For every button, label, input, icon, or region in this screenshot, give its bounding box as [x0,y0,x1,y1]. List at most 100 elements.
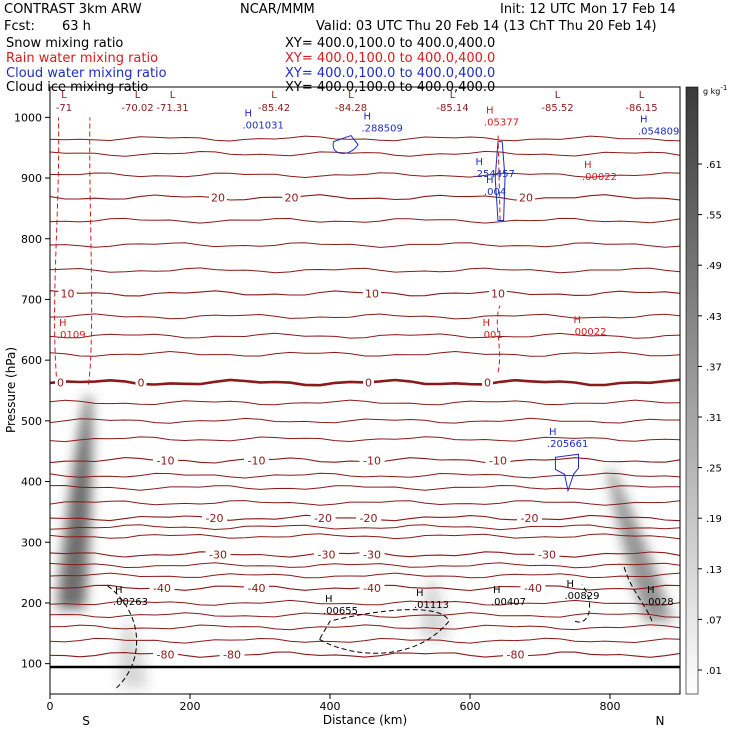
low-marker: L [135,90,141,101]
high-value: .254457 [474,169,515,180]
high-marker: H [486,105,494,116]
contour-label-bg [205,548,231,561]
contour-label-bg [359,581,385,594]
low-value: -71 [56,103,72,114]
temperature-contour [50,524,680,531]
contour-label: -10 [363,454,381,467]
contour-label-bg [359,548,385,561]
field-xy-rain: XY= 400.0,100.0 to 400.0,400.0 [285,51,496,66]
low-marker: L [555,90,561,101]
contour-label-bg [534,548,560,561]
temperature-contour--80 [50,651,680,658]
y-tick-label: 100 [21,658,42,671]
contour-label: 10 [61,287,75,300]
contour-label: -40 [524,582,542,595]
low-value: -85.14 [436,103,468,114]
high-value: .205661 [547,439,588,450]
mixing-ratio-contour [105,584,138,689]
contour-label: -30 [209,548,227,561]
contour-label: -10 [157,454,175,467]
contour-label: 10 [491,287,505,300]
contour-label-bg [55,376,66,389]
contour-label-bg [363,376,374,389]
y-tick-label: 400 [21,476,42,489]
high-value: .004 [484,187,506,198]
temperature-contour [50,399,680,406]
contour-label: -10 [489,454,507,467]
contour-label: 20 [211,191,225,204]
temperature-contour [50,417,680,424]
high-marker: H [640,115,648,126]
field-name-cloudwater: Cloud water mixing ratio [6,66,167,81]
x-tick-label: 800 [600,700,621,713]
contour-label-bg [356,511,381,524]
high-marker: H [364,111,372,122]
contour-label-bg [153,648,178,661]
colorbar-tick-label: .31 [706,413,722,424]
field-name-snow: Snow mixing ratio [6,36,124,51]
high-value: .0109 [57,330,86,341]
colorbar-tick-label: .07 [706,615,722,626]
contour-label: -80 [223,649,241,662]
temperature-contour [50,242,680,248]
high-value: .05377 [484,117,519,128]
contour-label: -10 [248,454,266,467]
contour-label-bg [58,287,77,300]
x-tick-label: 0 [47,700,54,713]
x-axis-label: Distance (km) [323,713,407,727]
high-marker: H [486,175,494,186]
temperature-contour [50,332,680,339]
high-value: .001 [481,330,503,341]
temperature-contour [50,313,680,320]
contour-label-bg [282,191,301,204]
high-marker: H [476,157,484,168]
y-tick-label: 1000 [14,111,42,124]
low-value: -71.31 [156,103,188,114]
model-label: CONTRAST 3km ARW [4,2,142,17]
high-value: .01113 [414,600,449,611]
contour-label: 0 [57,377,64,390]
contour-label: -20 [360,512,378,525]
temperature-contour [50,500,680,506]
low-value: -85.52 [541,103,573,114]
colorbar-tick-label: .61 [706,160,722,171]
temperature-contour [50,267,680,274]
temperature-contour [50,150,680,157]
high-value: .00407 [491,597,526,608]
temperature-contour [50,472,680,479]
temperature-contour [50,217,680,224]
contour-label-bg [363,287,381,300]
contour-label: -40 [248,582,266,595]
temperature-contour-20 [50,194,680,201]
high-value: .0028 [645,597,674,608]
colorbar-tick-label: .25 [706,464,722,475]
high-value: .288509 [362,123,403,134]
y-tick-label: 800 [21,233,42,246]
high-marker: H [416,588,424,599]
low-value: -86.15 [625,103,657,114]
contour-label: -30 [318,548,336,561]
high-marker: H [493,585,501,596]
x-tick-label: 600 [460,700,481,713]
high-marker: H [483,318,491,329]
high-value: .00022 [582,172,617,183]
high-value: .00263 [113,597,148,608]
temperature-contour [50,637,680,644]
high-marker: H [59,318,67,329]
low-value: -84.28 [335,103,367,114]
cloud-water-contour [332,134,359,154]
init-label: Init: 12 UTC Mon 17 Feb 14 [500,2,676,17]
colorbar-tick-label: .49 [706,261,722,272]
contour-label-bg [219,648,245,661]
contour-label-bg [209,191,227,204]
low-marker: L [170,90,176,101]
mixing-ratio-contour [574,584,591,623]
high-marker: H [574,315,582,326]
field-name-rain: Rain water mixing ratio [6,51,159,66]
contour-label-bg [359,454,385,467]
contour-label-bg [485,454,511,467]
contour-label: -20 [206,512,224,525]
mixing-ratio-contour [623,566,653,622]
mixing-ratio-contour [88,117,93,385]
